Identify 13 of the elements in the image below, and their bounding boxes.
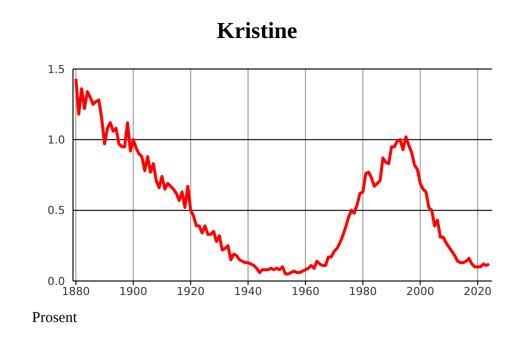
chart-title: Kristine <box>216 18 298 44</box>
x-tick-label: 1960 <box>291 284 320 298</box>
line-series <box>74 77 491 276</box>
x-tick-label: 2020 <box>464 284 492 298</box>
x-tick-label: 1940 <box>234 284 262 298</box>
y-axis-title: Prosent <box>32 310 77 327</box>
x-tick-label: 1900 <box>119 284 148 298</box>
y-tick-label: 1.0 <box>48 134 65 147</box>
x-tick-label: 1980 <box>348 284 377 298</box>
x-tick-label: 1920 <box>176 284 205 298</box>
x-tick-label: 2000 <box>406 284 434 298</box>
y-tick-label: 1.5 <box>48 62 65 76</box>
y-tick-label: 0.5 <box>48 204 65 218</box>
